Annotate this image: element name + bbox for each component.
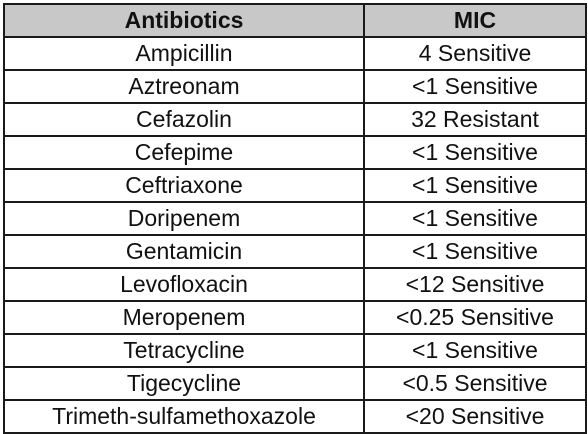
antibiotic-name: Aztreonam bbox=[3, 69, 365, 104]
antibiotic-name: Doripenem bbox=[3, 201, 365, 236]
table-row: Levofloxacin <12 Sensitive bbox=[3, 267, 587, 302]
table-row: Tigecycline <0.5 Sensitive bbox=[3, 366, 587, 401]
table-row: Doripenem <1 Sensitive bbox=[3, 201, 587, 236]
mic-value: <1 Sensitive bbox=[363, 69, 587, 104]
header-row: Antibiotics MIC bbox=[3, 3, 587, 38]
mic-value: <1 Sensitive bbox=[363, 135, 587, 170]
mic-value: <1 Sensitive bbox=[363, 333, 587, 368]
antibiotic-name: Tigecycline bbox=[3, 366, 365, 401]
table-row: Tetracycline <1 Sensitive bbox=[3, 333, 587, 368]
mic-value: <0.25 Sensitive bbox=[363, 300, 587, 335]
antibiotic-name: Ampicillin bbox=[3, 36, 365, 71]
antibiotic-name: Cefepime bbox=[3, 135, 365, 170]
header-mic: MIC bbox=[363, 3, 587, 38]
table-header: Antibiotics MIC bbox=[3, 3, 587, 38]
mic-value: <0.5 Sensitive bbox=[363, 366, 587, 401]
table-row: Ampicillin 4 Sensitive bbox=[3, 36, 587, 71]
antibiotic-name: Cefazolin bbox=[3, 102, 365, 137]
antibiotic-name: Tetracycline bbox=[3, 333, 365, 368]
table-row: Trimeth-sulfamethoxazole <20 Sensitive bbox=[3, 399, 587, 434]
table-row: Gentamicin <1 Sensitive bbox=[3, 234, 587, 269]
antibiotic-name: Levofloxacin bbox=[3, 267, 365, 302]
mic-value: <1 Sensitive bbox=[363, 201, 587, 236]
table-body: Ampicillin 4 Sensitive Aztreonam <1 Sens… bbox=[3, 36, 587, 434]
mic-value: <20 Sensitive bbox=[363, 399, 587, 434]
header-antibiotics: Antibiotics bbox=[3, 3, 365, 38]
antibiotic-name: Meropenem bbox=[3, 300, 365, 335]
antibiotic-name: Ceftriaxone bbox=[3, 168, 365, 203]
antibiotic-name: Gentamicin bbox=[3, 234, 365, 269]
mic-value: <1 Sensitive bbox=[363, 168, 587, 203]
table-row: Aztreonam <1 Sensitive bbox=[3, 69, 587, 104]
table-row: Meropenem <0.25 Sensitive bbox=[3, 300, 587, 335]
table-row: Cefepime <1 Sensitive bbox=[3, 135, 587, 170]
mic-value: <12 Sensitive bbox=[363, 267, 587, 302]
mic-value: 4 Sensitive bbox=[363, 36, 587, 71]
antibiotic-name: Trimeth-sulfamethoxazole bbox=[3, 399, 365, 434]
table-row: Cefazolin 32 Resistant bbox=[3, 102, 587, 137]
table-row: Ceftriaxone <1 Sensitive bbox=[3, 168, 587, 203]
antibiotic-mic-table: Antibiotics MIC Ampicillin 4 Sensitive A… bbox=[3, 3, 587, 434]
mic-value: 32 Resistant bbox=[363, 102, 587, 137]
mic-value: <1 Sensitive bbox=[363, 234, 587, 269]
